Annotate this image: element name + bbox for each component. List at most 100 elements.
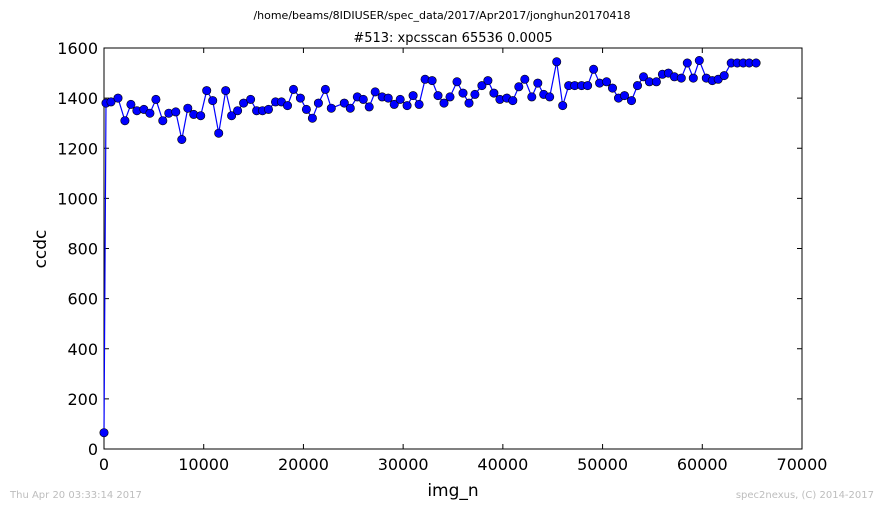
y-tick-label: 0 [88, 440, 98, 459]
y-tick-label: 1200 [57, 139, 98, 158]
x-tick-label: 40000 [477, 455, 528, 474]
data-point [183, 103, 193, 113]
data-point [196, 111, 206, 121]
data-point [552, 57, 562, 67]
data-point [719, 71, 729, 81]
data-point [402, 101, 412, 111]
x-tick-label: 0 [99, 455, 109, 474]
data-point [320, 84, 330, 94]
data-point [113, 93, 123, 103]
y-tick-label: 1400 [57, 89, 98, 108]
y-tick-label: 1600 [57, 39, 98, 58]
data-point [246, 94, 256, 104]
data-point [439, 98, 449, 108]
x-tick-label: 60000 [677, 455, 728, 474]
data-point [694, 55, 704, 65]
data-point [326, 103, 336, 113]
data-point [158, 116, 168, 126]
y-axis-label: ccdc [31, 230, 51, 269]
data-point [651, 77, 661, 87]
data-point [202, 86, 212, 96]
data-point [483, 76, 493, 86]
data-point [602, 77, 612, 87]
y-tick-label: 200 [67, 390, 98, 409]
data-point [171, 107, 181, 117]
data-point [263, 104, 273, 114]
data-point [307, 113, 317, 123]
data-point [682, 58, 692, 68]
data-point [427, 76, 437, 86]
data-point [145, 108, 155, 118]
data-point [345, 103, 355, 113]
data-point [527, 92, 537, 102]
data-point [313, 98, 323, 108]
data-point [214, 128, 224, 138]
x-tick-label: 70000 [777, 455, 828, 474]
data-point [676, 73, 686, 83]
data-point [477, 81, 487, 91]
footer-credit: spec2nexus, (C) 2014-2017 [736, 490, 874, 501]
data-point [464, 98, 474, 108]
data-point [489, 88, 499, 98]
data-point [208, 96, 218, 106]
data-point [607, 83, 617, 93]
data-point [445, 92, 455, 102]
y-tick-label: 400 [67, 340, 98, 359]
plot-frame [103, 47, 803, 450]
data-point [508, 96, 518, 106]
data-point [126, 99, 136, 109]
x-tick-label: 50000 [577, 455, 628, 474]
y-tick-label: 600 [67, 290, 98, 309]
data-point [370, 87, 380, 97]
data-point [106, 97, 116, 107]
data-point [520, 74, 530, 84]
data-point [414, 99, 424, 109]
data-point [632, 81, 642, 91]
data-point [514, 82, 524, 92]
data-point [120, 116, 130, 126]
x-axis-ticks: 0 10000 20000 30000 40000 50000 60000 70000 [99, 48, 828, 474]
data-point [533, 78, 543, 88]
data-point [389, 99, 399, 109]
data-point [151, 94, 161, 104]
data-point [239, 98, 249, 108]
y-axis-ticks: 0 200 400 600 800 1000 1200 1400 1600 [57, 39, 802, 459]
data-point [433, 91, 443, 101]
y-tick-label: 1000 [57, 189, 98, 208]
data-point [233, 106, 243, 116]
data-point [288, 84, 298, 94]
plot-area: 0 10000 20000 30000 40000 50000 60000 70000 0 20… [57, 39, 827, 474]
data-point [358, 94, 368, 104]
data-point [177, 135, 187, 145]
data-point [458, 88, 468, 98]
data-point [626, 96, 636, 106]
y-tick-label: 800 [67, 240, 98, 259]
x-tick-label: 10000 [178, 455, 229, 474]
data-point [545, 92, 555, 102]
data-point [383, 93, 393, 103]
x-tick-label: 20000 [278, 455, 329, 474]
footer-timestamp: Thu Apr 20 03:33:14 2017 [9, 490, 142, 501]
data-point [282, 101, 292, 111]
data-point [99, 428, 109, 438]
x-axis-label: img_n [427, 481, 478, 501]
data-point [227, 111, 237, 121]
data-point [364, 102, 374, 112]
data-point [638, 72, 648, 82]
data-point [301, 104, 311, 114]
data-point [558, 101, 568, 111]
chart-suptitle: /home/beams/8IDIUSER/spec_data/2017/Apr2… [253, 9, 630, 22]
data-point [339, 98, 349, 108]
data-point [619, 91, 629, 101]
chart-title: #513: xpcsscan 65536 0.0005 [353, 31, 552, 46]
data-point [688, 73, 698, 83]
series-layer [99, 55, 761, 438]
x-tick-label: 30000 [378, 455, 429, 474]
data-point [221, 86, 231, 96]
data-point [751, 58, 761, 68]
data-point [589, 64, 599, 74]
data-point [295, 93, 305, 103]
data-point [583, 81, 593, 91]
data-point [452, 77, 462, 87]
